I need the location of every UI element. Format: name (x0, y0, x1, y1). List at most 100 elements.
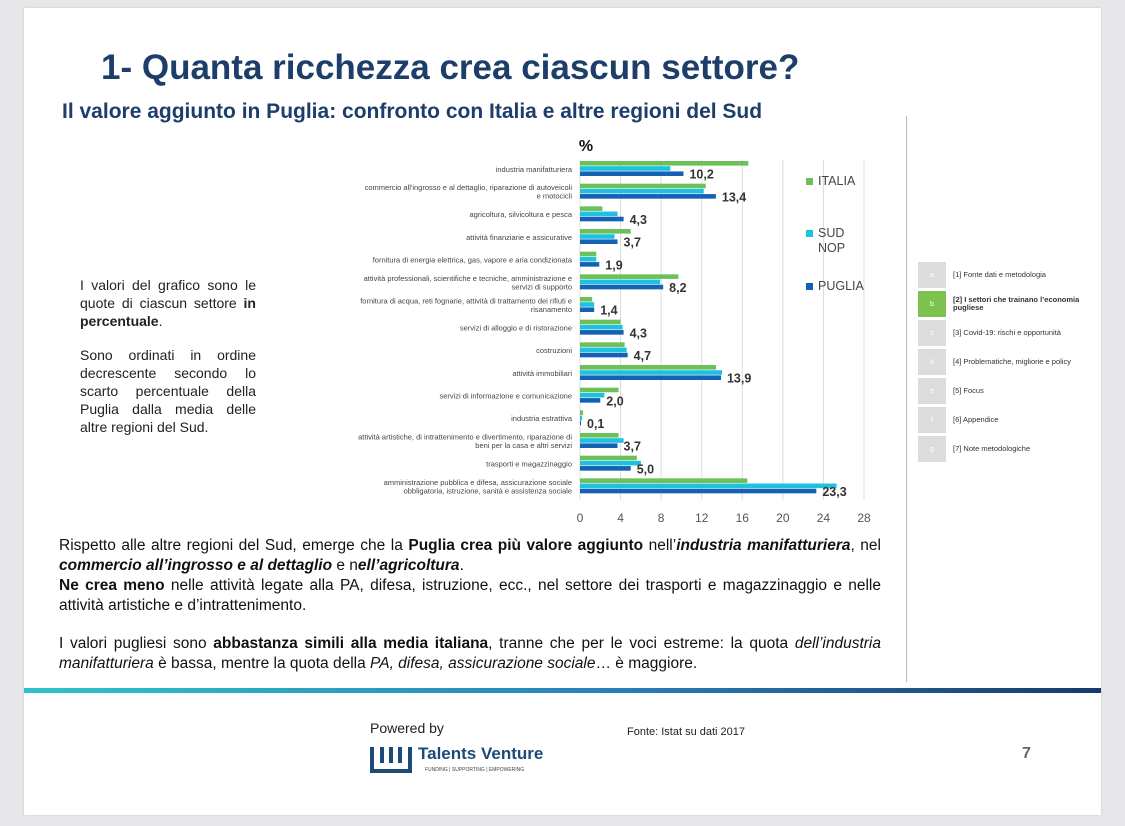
category-label: attività professionali, scientifiche e t… (364, 274, 572, 283)
body-bold: Puglia crea più valore aggiunto (408, 537, 644, 554)
nav-item-6[interactable]: f [6] Appendice (918, 407, 1098, 433)
body-italic: PA, difesa, assicurazione sociale (370, 655, 596, 672)
nav-item-3[interactable]: c [3] Covid-19: rischi e opportunità (918, 320, 1098, 346)
bar-sud-nop (580, 302, 595, 307)
page-subtitle: Il valore aggiunto in Puglia: confronto … (62, 100, 763, 123)
slide: 1- Quanta ricchezza crea ciascun settore… (24, 8, 1101, 815)
x-tick-label: 20 (776, 511, 790, 525)
data-label: 13,9 (727, 372, 751, 386)
bar-puglia (580, 171, 684, 176)
bar-sud-nop (580, 347, 627, 353)
nav-item-label: [5] Focus (953, 386, 984, 395)
nav-item-label: [4] Problematiche, migliorie e policy (953, 357, 1071, 366)
nav-item-marker: f (918, 407, 946, 433)
body-bold-italic: commercio all’ingrosso e al dettaglio (59, 557, 333, 574)
bar-chart: 0 4 8 12 16 20 24 28% industria manifatturiera 10… (358, 138, 871, 525)
nav-item-1[interactable]: a [1] Fonte dati e metodologia (918, 262, 1098, 288)
bar-sud-nop (580, 256, 597, 262)
bar-italia (580, 387, 619, 393)
chart-note-bold: in percentuale (80, 295, 256, 329)
paragraph-gap (59, 616, 881, 634)
data-label: 10,2 (689, 168, 713, 182)
category-label: amministrazione pubblica e difesa, assic… (384, 478, 572, 487)
bar-italia (580, 229, 631, 234)
category-label: trasporti e magazzinaggio (486, 459, 572, 468)
category-label: e motocicli (537, 192, 573, 201)
body-text-span: … è maggiore. (595, 655, 698, 672)
body-italic: dell’industria manifatturiera (59, 635, 881, 672)
data-label: 1,4 (600, 304, 617, 318)
bar-italia (580, 251, 597, 257)
nav-item-marker: d (918, 349, 946, 375)
body-paragraph-3: I valori pugliesi sono abbastanza simili… (59, 634, 881, 674)
data-label: 1,9 (605, 258, 622, 272)
nav-item-label: [1] Fonte dati e metodologia (953, 270, 1046, 279)
section-nav: a [1] Fonte dati e metodologia b [2] I sett… (918, 262, 1098, 465)
nav-item-marker: e (918, 378, 946, 404)
legend-swatch (806, 283, 813, 290)
body-text: Rispetto alle altre regioni del Sud, eme… (59, 536, 881, 674)
legend-swatch (806, 178, 813, 185)
bar-puglia (580, 194, 716, 199)
body-bold: abbastanza simili alla media italiana (213, 635, 489, 652)
body-paragraph-1: Rispetto alle altre regioni del Sud, eme… (59, 536, 881, 576)
category-label: costruzioni (536, 346, 572, 355)
talents-venture-logo: Talents Venture FUNDING | SUPPORTING | E… (370, 743, 543, 775)
chart-note-paragraph-1: I valori del grafico sono le quote di ci… (80, 276, 256, 330)
bar-italia (580, 274, 679, 279)
legend-label: PUGLIA (818, 279, 865, 293)
page-title: 1- Quanta ricchezza crea ciascun settore… (101, 48, 800, 87)
bar-sud-nop (580, 166, 671, 171)
nav-item-5[interactable]: e [5] Focus (918, 378, 1098, 404)
bar-sud-nop (580, 483, 837, 489)
body-text-span: , tranne che per le voci estreme: la quo… (488, 635, 795, 652)
data-label: 3,7 (624, 236, 641, 250)
nav-item-7[interactable]: g [7] Note metodologiche (918, 436, 1098, 462)
x-tick-label: 28 (857, 511, 871, 525)
unit-label: % (579, 138, 593, 155)
bar-sud-nop (580, 324, 623, 330)
bar-sud-nop (580, 460, 641, 466)
chart-note-period: . (158, 313, 163, 329)
data-label: 0,1 (587, 417, 604, 431)
data-label: 23,3 (822, 485, 846, 499)
bar-puglia (580, 262, 600, 267)
bar-sud-nop (580, 415, 583, 421)
bar-sud-nop (580, 188, 704, 194)
bar-italia (580, 161, 749, 166)
category-label: industria estrattiva (511, 414, 573, 423)
body-text-span: I valori pugliesi sono (59, 635, 214, 652)
nav-item-label: [6] Appendice (953, 415, 999, 424)
nav-item-2[interactable]: b [2] I settori che trainano l’economia p… (918, 291, 1098, 317)
data-label: 2,0 (606, 394, 623, 408)
bar-sud-nop (580, 211, 618, 217)
category-label: beni per la casa e altri servizi (475, 441, 572, 450)
bar-sud-nop (580, 370, 722, 375)
chart-note-paragraph-2: Sono ordinati in ordine decrescente seco… (80, 347, 256, 435)
x-tick-label: 24 (817, 511, 831, 525)
bar-italia (580, 319, 621, 325)
category-label: servizi di alloggio e di ristorazione (460, 323, 572, 332)
category-label: servizi di supporto (512, 282, 572, 291)
body-text-span: e n (332, 557, 358, 574)
body-paragraph-2: Ne crea meno nelle attività legate alla … (59, 576, 881, 616)
page-number: 7 (1022, 745, 1031, 762)
body-bold: Ne crea meno (59, 577, 165, 594)
body-text-span: è bassa, mentre la quota della (153, 655, 371, 672)
x-tick-label: 16 (736, 511, 750, 525)
bar-puglia (580, 352, 628, 358)
data-label: 4,3 (630, 326, 647, 340)
nav-item-4[interactable]: d [4] Problematiche, migliorie e policy (918, 349, 1098, 375)
data-label: 5,0 (637, 462, 654, 476)
category-label: risanamento (531, 305, 572, 314)
bar-sud-nop (580, 392, 605, 398)
bar-puglia (580, 375, 721, 380)
legend-label: ITALIA (818, 174, 856, 188)
category-label: commercio all'ingrosso e al dettaglio, r… (365, 183, 573, 192)
x-tick-label: 12 (695, 511, 709, 525)
bar-sud-nop (580, 234, 615, 239)
category-label: attività immobiliari (512, 369, 572, 378)
bar-puglia (580, 239, 618, 244)
bar-italia (580, 455, 637, 461)
nav-item-marker: g (918, 436, 946, 462)
